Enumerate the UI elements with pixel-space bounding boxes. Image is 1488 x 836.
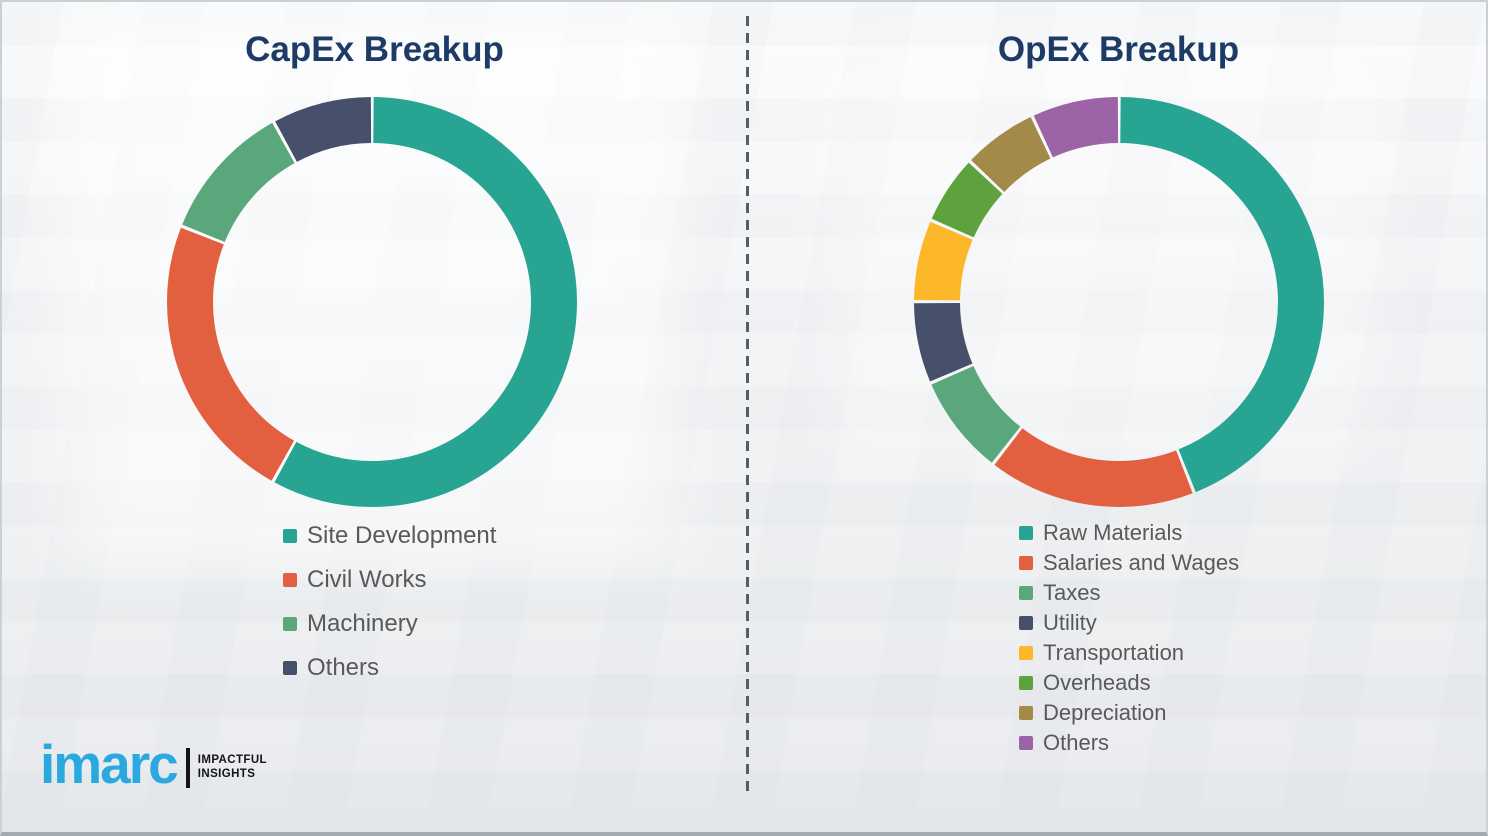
legend-label: Utility (1043, 610, 1097, 635)
legend-item-depreciation: Depreciation (1019, 698, 1239, 728)
legend-label: Salaries and Wages (1043, 550, 1240, 575)
legend-swatch (283, 529, 297, 543)
legend-swatch (1019, 706, 1033, 720)
legend-item-site-development: Site Development (283, 514, 496, 558)
legend-swatch (283, 617, 297, 631)
legend-label: Site Development (307, 522, 497, 549)
logo-tagline-line2: INSIGHTS (197, 768, 256, 781)
legend-swatch (1019, 736, 1033, 750)
legend-swatch (283, 661, 297, 675)
legend-item-machinery: Machinery (283, 602, 496, 646)
donut-segment-salaries-and-wages (914, 97, 1324, 507)
legend-label: Taxes (1043, 580, 1101, 605)
legend-swatch (1019, 616, 1033, 630)
legend-label: Depreciation (1043, 700, 1167, 725)
bottom-strip (2, 808, 1486, 832)
opex-donut-chart (914, 97, 1324, 507)
legend-swatch (283, 573, 297, 587)
legend-item-salaries-and-wages: Salaries and Wages (1019, 548, 1239, 578)
donut-segment-site-development (167, 97, 577, 507)
legend-swatch (1019, 556, 1033, 570)
capex-title: CapEx Breakup (245, 30, 504, 69)
legend-item-raw-materials: Raw Materials (1019, 518, 1239, 548)
legend-item-transportation: Transportation (1019, 638, 1239, 668)
capex-legend: Site Development Civil Works Machinery Othe… (283, 514, 496, 690)
donut-segment-civil-works (167, 97, 577, 507)
opex-panel: OpEx Breakup Raw Materials Salaries and W… (747, 2, 1486, 832)
legend-item-others: Others (1019, 728, 1239, 758)
legend-swatch (1019, 676, 1033, 690)
legend-label: Others (1043, 730, 1110, 755)
legend-label: Raw Materials (1043, 520, 1183, 545)
opex-title: OpEx Breakup (997, 30, 1240, 69)
legend-label: Transportation (1043, 640, 1185, 665)
legend-label: Machinery (307, 610, 418, 637)
logo-divider-bar (185, 748, 190, 789)
legend-item-taxes: Taxes (1019, 578, 1239, 608)
legend-label: Others (307, 654, 380, 681)
imarc-logo: imarc IMPACTFUL INSIGHTS (40, 733, 267, 795)
legend-item-utility: Utility (1019, 608, 1239, 638)
capex-panel: CapEx Breakup Site Development Civil Work… (2, 2, 747, 832)
logo-tagline-line1: IMPACTFUL (197, 754, 267, 767)
capex-donut-chart (167, 97, 577, 507)
legend-swatch (1019, 586, 1033, 600)
legend-item-civil-works: Civil Works (283, 558, 496, 602)
opex-legend: Raw Materials Salaries and Wages Taxes Util… (1019, 518, 1239, 758)
imarc-logo-wordmark: imarc (40, 733, 179, 795)
legend-swatch (1019, 526, 1033, 540)
legend-item-overheads: Overheads (1019, 668, 1239, 698)
legend-label: Civil Works (307, 566, 427, 593)
legend-item-others: Others (283, 646, 496, 690)
logo-tagline: IMPACTFUL INSIGHTS (198, 754, 267, 782)
legend-label: Overheads (1043, 670, 1151, 695)
divider-dashed-line (746, 16, 749, 794)
legend-swatch (1019, 646, 1033, 660)
donut-segment-raw-materials (914, 97, 1324, 507)
